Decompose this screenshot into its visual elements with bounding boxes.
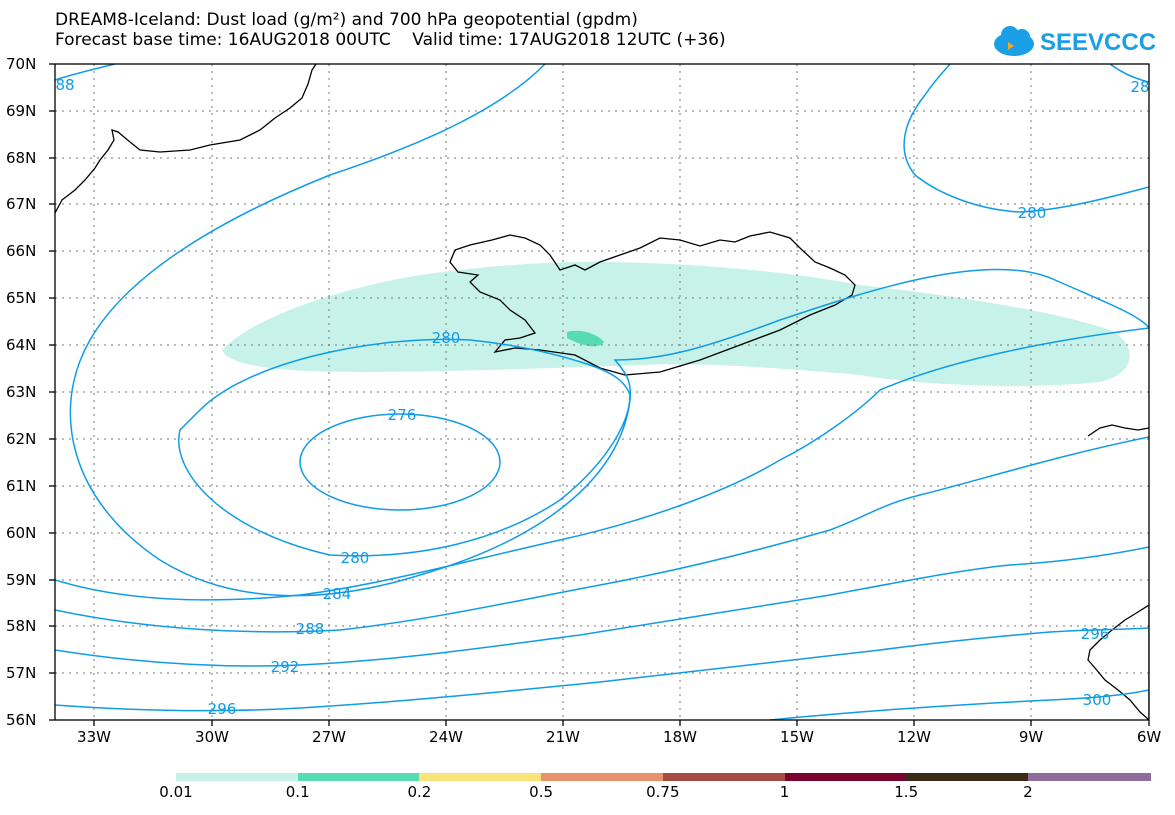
- lat-label: 65N: [6, 289, 37, 307]
- colorbar-label: 0.01: [159, 783, 193, 801]
- lat-label: 57N: [6, 664, 37, 682]
- colorbar-swatch: [297, 773, 421, 781]
- lat-label: 56N: [6, 711, 37, 729]
- contour-label: 276: [388, 406, 417, 424]
- lon-label: 21W: [546, 728, 580, 746]
- lat-label: 61N: [6, 477, 37, 495]
- contour-label: 88: [55, 76, 74, 94]
- colorbar-label: 0.1: [285, 783, 310, 801]
- colorbar-swatch: [419, 773, 543, 781]
- contour-label: 296: [208, 700, 237, 718]
- colorbar-swatch: [176, 773, 299, 781]
- lon-label: 30W: [195, 728, 229, 746]
- colorbar-label: 0.2: [407, 783, 432, 801]
- axis-ticks: [49, 63, 1150, 726]
- lon-label: 18W: [663, 728, 697, 746]
- colorbar-label: 1.5: [894, 783, 919, 801]
- colorbar-swatch: [541, 773, 664, 781]
- lat-label: 68N: [6, 149, 37, 167]
- lon-label: 27W: [312, 728, 346, 746]
- contour-label: 280: [341, 549, 370, 567]
- lat-label: 60N: [6, 524, 37, 542]
- lon-label: 6W: [1136, 728, 1162, 746]
- scotland-coast: [1087, 604, 1149, 720]
- contour-label: 292: [271, 658, 300, 676]
- colorbar-swatch: [662, 773, 786, 781]
- contour-label: 284: [323, 585, 352, 603]
- colorbar-label: 1: [779, 783, 790, 801]
- lon-label: 33W: [77, 728, 111, 746]
- iceland-coast: [449, 231, 856, 376]
- colorbar-swatch: [906, 773, 1029, 781]
- colorbar-swatch: [784, 773, 908, 781]
- forecast-time-line: Forecast base time: 16AUG2018 00UTC Vali…: [55, 30, 726, 50]
- cloud-icon: [994, 26, 1034, 56]
- contour-label: 300: [1083, 691, 1112, 709]
- lat-label: 63N: [6, 383, 37, 401]
- lat-label: 66N: [6, 242, 37, 260]
- colorbar-label: 0.5: [529, 783, 554, 801]
- greenland-coast: [55, 64, 317, 214]
- contour-label: 288: [296, 620, 325, 638]
- contour-label: 28: [1130, 78, 1149, 96]
- map-title: DREAM8-Iceland: Dust load (g/m²) and 700…: [55, 10, 638, 30]
- colorbar-label: 2: [1023, 783, 1033, 801]
- contour-label: 280: [1018, 204, 1047, 222]
- lat-label: 70N: [6, 55, 37, 73]
- seevccc-logo: SEEVCCC: [994, 26, 1156, 56]
- lon-label: 24W: [429, 728, 463, 746]
- lat-label: 58N: [6, 617, 37, 635]
- contour-label: 296: [1081, 625, 1110, 643]
- logo-text: SEEVCCC: [1040, 29, 1156, 56]
- coastlines: [55, 64, 1149, 720]
- lon-label: 9W: [1018, 728, 1044, 746]
- geopotential-contours: [55, 64, 1149, 720]
- lon-label: 15W: [780, 728, 814, 746]
- lat-label: 62N: [6, 430, 37, 448]
- norway-coast-north: [1087, 424, 1149, 437]
- lon-label: 12W: [897, 728, 931, 746]
- graticule: [55, 64, 1149, 720]
- contour-label: 280: [432, 329, 461, 347]
- lat-label: 67N: [6, 195, 37, 213]
- colorbar-swatch: [1027, 773, 1151, 781]
- lat-label: 69N: [6, 102, 37, 120]
- dust-area-mid: [567, 330, 604, 347]
- dust-area-low: [222, 262, 1130, 386]
- colorbar-label: 0.75: [646, 783, 680, 801]
- lat-label: 59N: [6, 571, 37, 589]
- lat-label: 64N: [6, 336, 37, 354]
